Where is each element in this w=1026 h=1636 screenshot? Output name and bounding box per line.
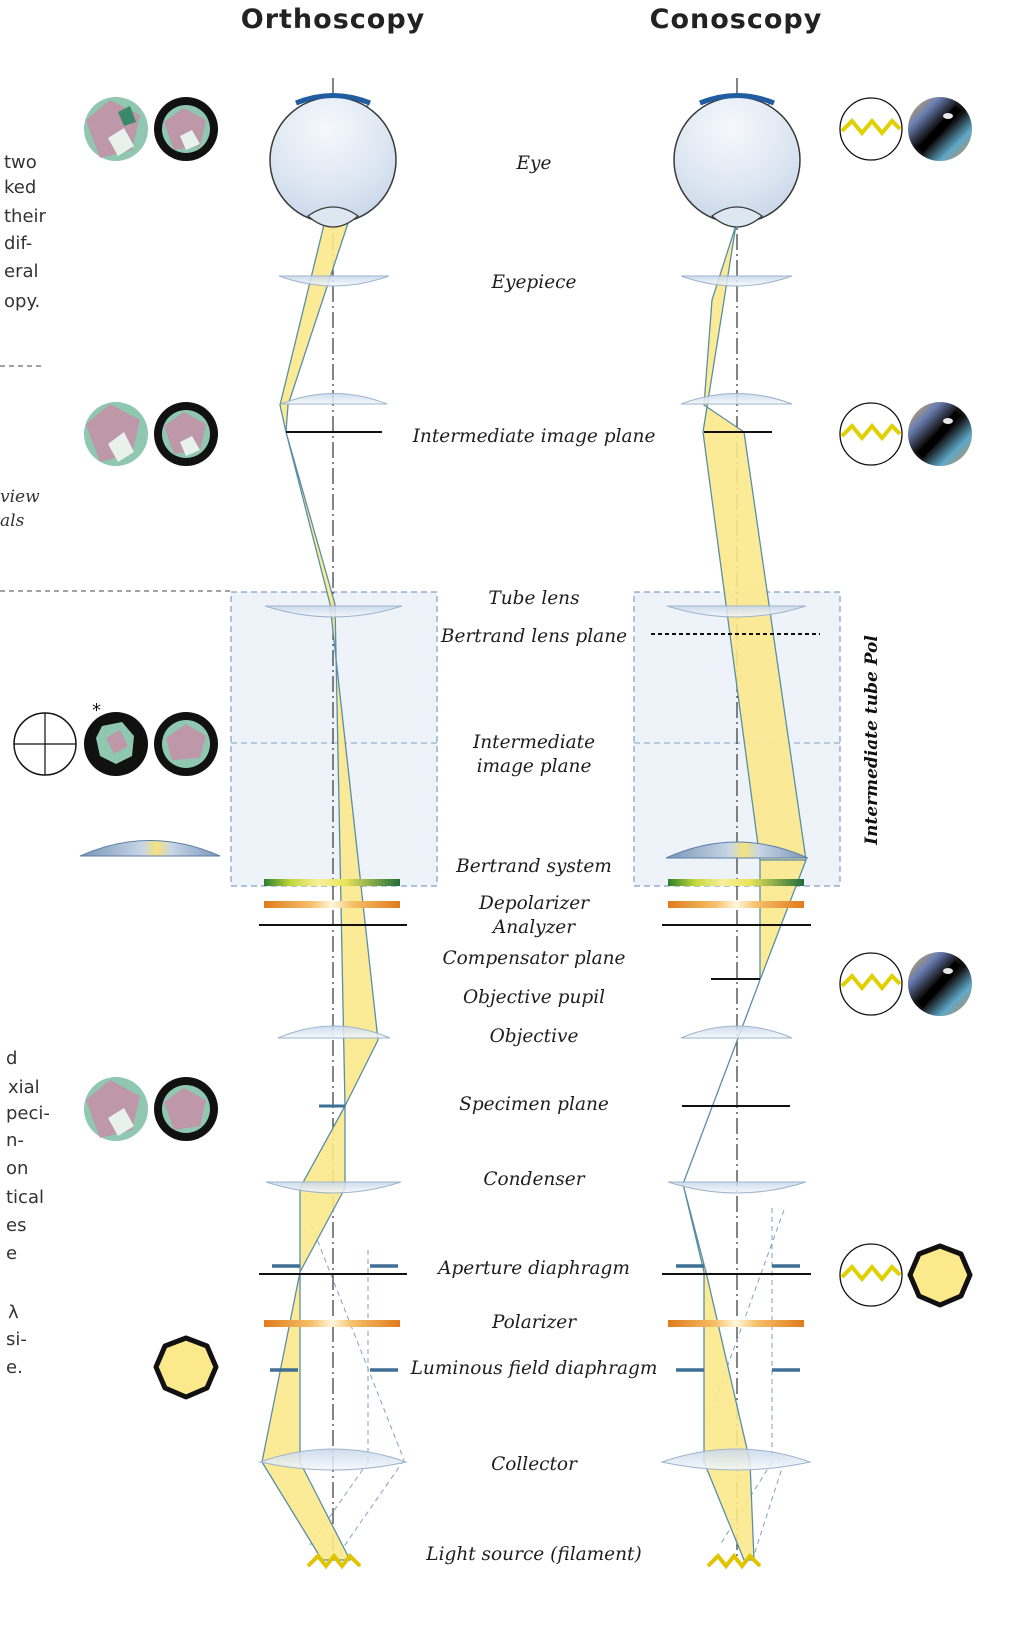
plane-label-compensator-plane: Compensator plane xyxy=(442,948,625,969)
plane-label-specimen-plane: Specimen plane xyxy=(459,1094,609,1115)
plane-label-polarizer: Polarizer xyxy=(491,1312,577,1333)
side-text-upper: two ked their dif-eral opy. xyxy=(4,152,47,312)
side-text-line: xial xyxy=(8,1077,40,1098)
plane-label-intermediate-image-plane-mid: Intermediate xyxy=(472,732,595,753)
orthoscopy-beam-lower xyxy=(261,1105,351,1561)
plane-label-luminous-field-diaphragm: Luminous field diaphragm xyxy=(410,1358,658,1379)
depolarizer-right xyxy=(668,879,804,886)
wave-icon-aperture xyxy=(839,1243,903,1307)
plane-label-collector: Collector xyxy=(491,1454,578,1475)
analyzer-filter-left xyxy=(264,901,400,908)
side-text-line: d xyxy=(6,1048,17,1069)
bertrand-lens-inserted xyxy=(665,841,809,859)
bertrand-lens-loose xyxy=(79,840,221,857)
field-diaphragm-image xyxy=(153,1335,219,1400)
plane-label-light-source: Light source (filament) xyxy=(425,1544,641,1565)
specimen-image-spec-left xyxy=(84,1077,148,1141)
filament-right xyxy=(706,1552,762,1570)
side-text-line: n- xyxy=(6,1130,24,1151)
plane-label-analyzer: Analyzer xyxy=(491,917,576,938)
plane-label-tube-lens: Tube lens xyxy=(488,588,579,609)
orthoscopy-title: Orthoscopy xyxy=(241,4,426,35)
analyzer-filter-right xyxy=(668,901,804,908)
specimen-image-spec-right xyxy=(154,1077,218,1141)
eye-left xyxy=(269,93,397,228)
specimen-image-eye-left xyxy=(84,97,148,161)
polarizer-left xyxy=(264,1320,400,1327)
plane-label-aperture-diaphragm: Aperture diaphragm xyxy=(436,1258,630,1279)
conoscopy-title: Conoscopy xyxy=(650,4,823,35)
side-text-line: their xyxy=(4,206,47,227)
side-text-italic: view als xyxy=(0,487,40,531)
interference-figure-eye xyxy=(908,97,972,161)
side-text-line: dif- xyxy=(4,233,32,254)
side-text-line: eral xyxy=(4,261,39,282)
lens-set-right xyxy=(660,275,812,1471)
side-text-line: peci- xyxy=(6,1103,50,1124)
aperture-image xyxy=(907,1243,973,1308)
side-text-line: si- xyxy=(6,1329,27,1350)
side-text-lower: d xial peci-n-on tical es e λ si-e. xyxy=(6,1048,50,1378)
polarizer-right xyxy=(668,1320,804,1327)
plane-label-intermediate-image-plane-mid: image plane xyxy=(477,756,592,777)
side-text-line: two xyxy=(4,152,37,173)
wave-icon-compensator xyxy=(839,952,903,1016)
intermediate-tube-label: Intermediate tube Pol xyxy=(862,635,882,846)
plane-label-condenser: Condenser xyxy=(483,1169,585,1190)
asterisk-mark: * xyxy=(92,700,101,721)
side-text-line: als xyxy=(0,511,25,531)
interference-figure-ip xyxy=(908,402,972,466)
side-text-line: ked xyxy=(4,177,36,198)
plane-label-objective-pupil: Objective pupil xyxy=(463,987,605,1008)
plane-label-intermediate-image-plane-top: Intermediate image plane xyxy=(412,426,656,447)
side-text-line: on xyxy=(6,1158,28,1179)
specimen-image-eye-right xyxy=(154,97,218,161)
plane-label-objective: Objective xyxy=(490,1026,579,1047)
side-text-line: opy. xyxy=(4,291,40,312)
filament-left xyxy=(306,1552,362,1570)
orthoscopy-beam-upper xyxy=(279,103,379,1107)
plane-labels: Eye Eyepiece Intermediate image plane Tube … xyxy=(410,153,658,1565)
plane-label-bertrand-system: Bertrand system xyxy=(455,856,612,877)
plane-label-depolarizer: Depolarizer xyxy=(478,893,590,914)
plane-label-eyepiece: Eyepiece xyxy=(491,272,577,293)
plane-lines xyxy=(259,431,811,1275)
specimen-image-mid-right xyxy=(154,712,218,776)
plane-label-bertrand-lens-plane: Bertrand lens plane xyxy=(440,626,627,647)
wave-icon-ip xyxy=(839,402,903,466)
specimen-image-ip-left xyxy=(84,402,148,466)
side-text-line: λ xyxy=(8,1302,19,1323)
side-text-line: view xyxy=(0,487,40,507)
lens-set-left xyxy=(258,275,408,1471)
interference-figure-compensator xyxy=(908,952,972,1016)
depolarizer-left xyxy=(264,879,400,886)
specimen-image-mid-left xyxy=(84,712,148,776)
side-text-line: e. xyxy=(6,1357,23,1378)
crosshair-reticle xyxy=(13,712,77,776)
eye-right xyxy=(673,93,801,228)
side-text-line: tical xyxy=(6,1187,44,1208)
specimen-image-ip-right xyxy=(154,402,218,466)
plane-label-eye: Eye xyxy=(516,153,552,174)
wave-icon-eye xyxy=(839,97,903,161)
side-text-line: es xyxy=(6,1215,26,1236)
side-text-line: e xyxy=(6,1243,17,1264)
conoscopy-beam xyxy=(702,103,807,861)
